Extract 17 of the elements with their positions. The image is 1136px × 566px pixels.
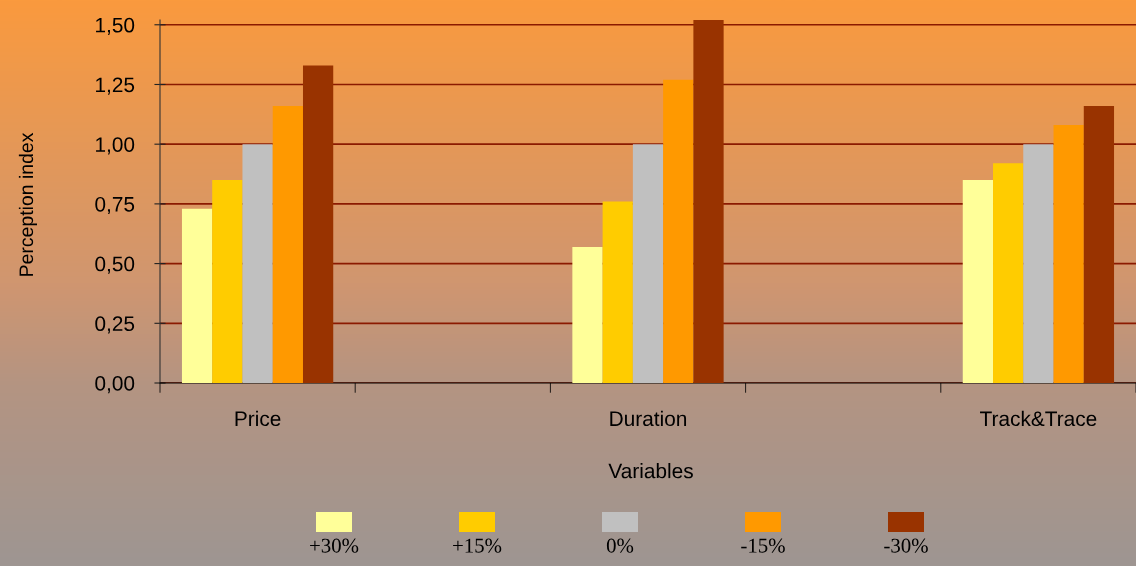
- y-tick-label: 1,50: [96, 17, 135, 35]
- x-tick-label: Duration: [610, 410, 687, 427]
- y-tick-label: 1,00: [96, 137, 135, 155]
- legend-label: +15%: [453, 538, 502, 553]
- y-axis-title: Perception index: [18, 132, 37, 276]
- y-tick-label: 0,25: [95, 316, 135, 334]
- y-tick-label: 0,00: [95, 376, 135, 394]
- y-tick-label: 0,75: [95, 196, 135, 215]
- y-tick-label: 0,50: [95, 256, 135, 274]
- legend-label: -30%: [884, 538, 928, 553]
- legend-label: -15%: [741, 538, 785, 553]
- x-tick-label: Track&Trace: [980, 410, 1097, 427]
- y-tick-label: 1,25: [96, 77, 135, 95]
- legend-label: +30%: [310, 538, 359, 553]
- x-tick-label: Price: [235, 410, 281, 427]
- legend-label: 0%: [606, 538, 634, 553]
- x-axis-title: Variables: [608, 463, 693, 479]
